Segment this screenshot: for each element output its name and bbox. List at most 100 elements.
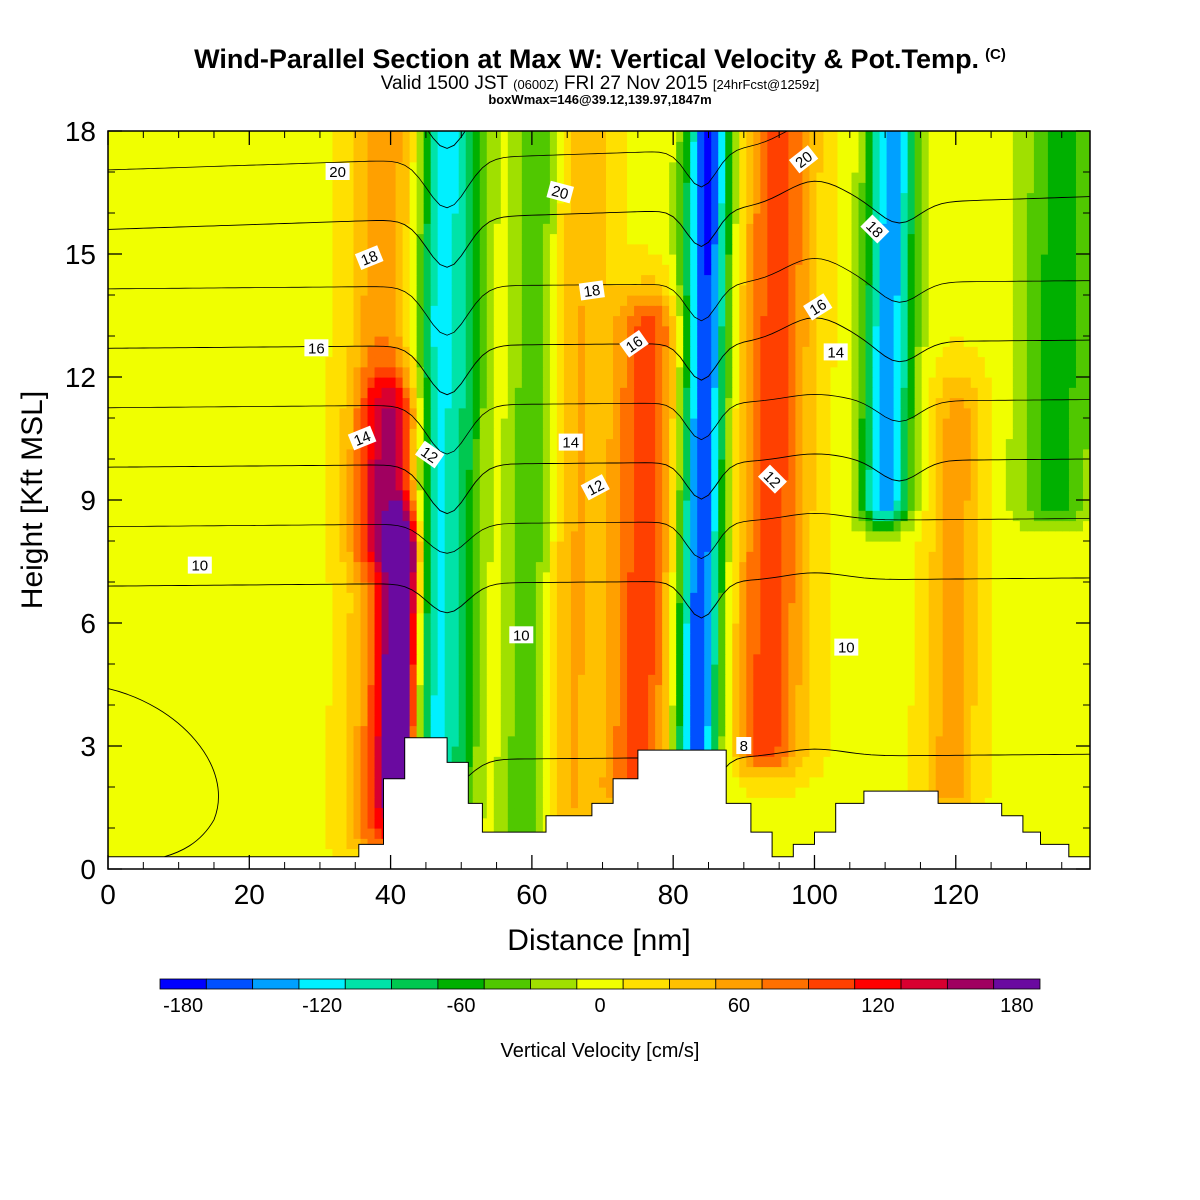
velocity-cell (1019, 653, 1028, 665)
velocity-cell (1075, 541, 1084, 552)
velocity-cell (199, 828, 207, 839)
velocity-cell (514, 520, 523, 532)
velocity-cell (276, 541, 284, 552)
velocity-cell (753, 530, 761, 542)
velocity-cell (465, 633, 474, 645)
velocity-cell (1075, 592, 1084, 604)
velocity-cell (178, 571, 186, 583)
velocity-cell (984, 561, 993, 573)
velocity-cell (402, 500, 411, 511)
velocity-cell (1054, 674, 1063, 686)
velocity-cell (613, 653, 621, 665)
velocity-cell (339, 643, 348, 655)
velocity-cell (704, 715, 712, 727)
velocity-cell (599, 541, 607, 552)
velocity-cell (556, 500, 565, 511)
velocity-cell (844, 561, 853, 573)
velocity-cell (241, 582, 249, 593)
velocity-cell (1068, 735, 1077, 747)
velocity-cell (865, 684, 874, 696)
velocity-cell (620, 725, 628, 737)
velocity-cell (199, 746, 207, 757)
velocity-cell (500, 797, 509, 809)
velocity-cell (171, 612, 179, 624)
velocity-cell (1033, 602, 1042, 614)
velocity-cell (1019, 510, 1028, 522)
velocity-cell (262, 530, 270, 542)
velocity-cell (388, 520, 397, 532)
velocity-cell (241, 510, 249, 522)
velocity-cell (577, 787, 586, 798)
velocity-cell (542, 602, 551, 614)
velocity-cell (451, 571, 460, 583)
velocity-cell (283, 602, 291, 614)
velocity-cell (795, 520, 804, 532)
velocity-cell (949, 653, 958, 665)
velocity-cell (606, 715, 614, 727)
velocity-cell (423, 664, 432, 675)
velocity-cell (388, 592, 397, 604)
velocity-cell (360, 664, 369, 675)
velocity-cell (1040, 787, 1049, 798)
velocity-cell (676, 623, 684, 634)
velocity-cell (136, 684, 144, 696)
velocity-cell (563, 705, 572, 716)
velocity-cell (591, 725, 600, 737)
velocity-cell (409, 561, 418, 573)
velocity-cell (683, 582, 691, 593)
velocity-cell (662, 674, 670, 686)
velocity-cell (998, 664, 1007, 675)
velocity-cell (318, 694, 327, 706)
velocity-cell (746, 530, 754, 542)
velocity-cell (753, 653, 761, 665)
velocity-cell (1040, 623, 1049, 634)
velocity-cell (521, 715, 530, 727)
velocity-cell (549, 674, 558, 686)
velocity-cell (276, 500, 284, 511)
velocity-cell (367, 612, 376, 624)
velocity-cell (283, 766, 291, 778)
velocity-cell (788, 807, 796, 819)
velocity-cell (928, 694, 937, 706)
velocity-cell (444, 684, 453, 696)
velocity-cell (746, 561, 754, 573)
velocity-cell (486, 664, 495, 675)
velocity-cell (669, 520, 677, 532)
velocity-cell (991, 705, 1000, 716)
velocity-cell (339, 592, 348, 604)
velocity-cell (928, 664, 937, 675)
velocity-cell (234, 766, 242, 778)
velocity-cell (795, 664, 804, 675)
velocity-cell (1019, 582, 1028, 593)
velocity-cell (613, 571, 621, 583)
velocity-cell (556, 664, 565, 675)
velocity-cell (1054, 776, 1063, 788)
velocity-cell (514, 817, 523, 829)
velocity-cell (192, 766, 200, 778)
velocity-cell (381, 746, 390, 757)
velocity-cell (451, 541, 460, 552)
velocity-cell (297, 500, 305, 511)
velocity-cell (129, 694, 137, 706)
velocity-cell (886, 746, 895, 757)
velocity-cell (157, 838, 165, 850)
velocity-cell (1047, 725, 1056, 737)
velocity-cell (1075, 530, 1084, 542)
velocity-cell (1033, 674, 1042, 686)
velocity-cell (178, 561, 186, 573)
velocity-cell (402, 561, 411, 573)
velocity-cell (514, 530, 523, 542)
velocity-cell (620, 561, 628, 573)
velocity-cell (108, 725, 116, 737)
velocity-cell (648, 561, 656, 573)
velocity-cell (500, 787, 509, 798)
velocity-cell (416, 623, 425, 634)
velocity-cell (129, 715, 137, 727)
velocity-cell (928, 643, 937, 655)
velocity-cell (844, 664, 853, 675)
velocity-cell (206, 817, 214, 829)
velocity-cell (346, 848, 355, 860)
velocity-cell (213, 684, 221, 696)
velocity-cell (122, 735, 130, 747)
velocity-cell (290, 684, 298, 696)
